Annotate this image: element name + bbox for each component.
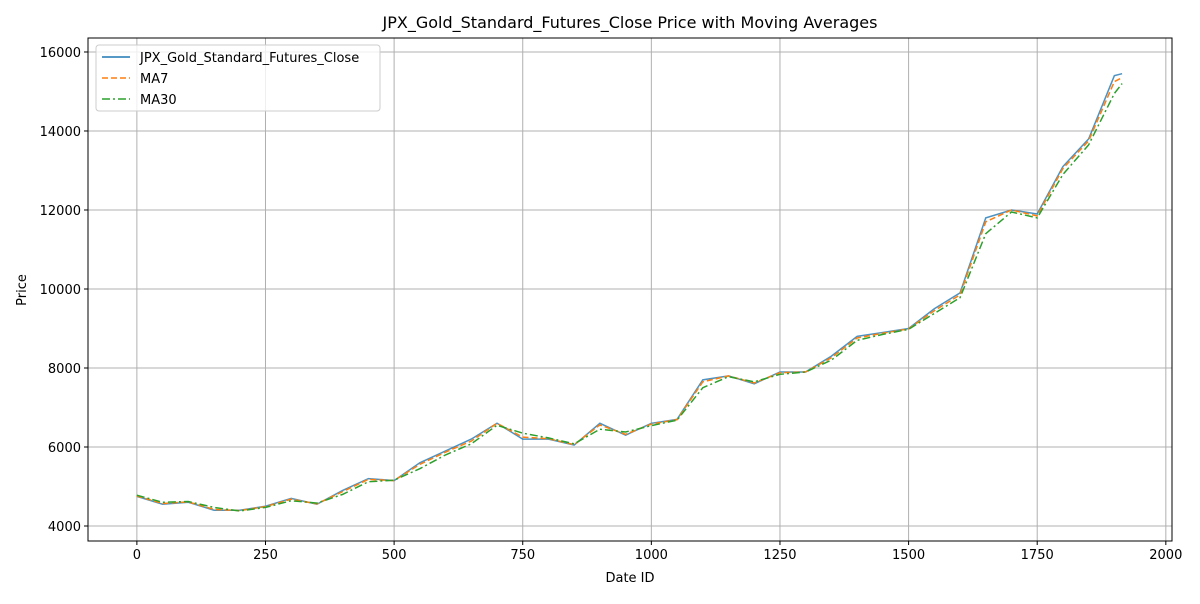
- x-tick-label: 500: [382, 548, 407, 563]
- x-tick-label: 250: [253, 548, 278, 563]
- x-tick-label: 1000: [635, 548, 668, 563]
- y-tick-label: 6000: [48, 441, 81, 456]
- chart-title: JPX_Gold_Standard_Futures_Close Price wi…: [382, 13, 878, 33]
- y-tick-label: 14000: [40, 125, 81, 140]
- y-tick-label: 10000: [40, 283, 81, 298]
- x-tick-label: 0: [133, 548, 141, 563]
- x-tick-label: 1500: [892, 548, 925, 563]
- series-line: [136, 76, 1123, 512]
- y-tick-label: 16000: [40, 46, 81, 61]
- series-line: [136, 72, 1123, 511]
- plot-frame: [87, 37, 1173, 542]
- y-tick-label: 8000: [48, 362, 81, 377]
- x-tick-label: 1750: [1021, 548, 1054, 563]
- legend-label: MA7: [140, 72, 168, 87]
- x-axis-label: Date ID: [605, 571, 654, 586]
- x-tick-label: 2000: [1149, 548, 1182, 563]
- legend-label: MA30: [140, 93, 177, 108]
- series-line: [136, 83, 1123, 512]
- legend-label: JPX_Gold_Standard_Futures_Close: [139, 51, 359, 66]
- y-axis-label: Price: [15, 274, 30, 306]
- y-tick-label: 4000: [48, 520, 81, 535]
- legend-box: [95, 44, 381, 112]
- y-tick-label: 12000: [40, 204, 81, 219]
- x-tick-label: 1250: [763, 548, 796, 563]
- x-tick-label: 750: [510, 548, 535, 563]
